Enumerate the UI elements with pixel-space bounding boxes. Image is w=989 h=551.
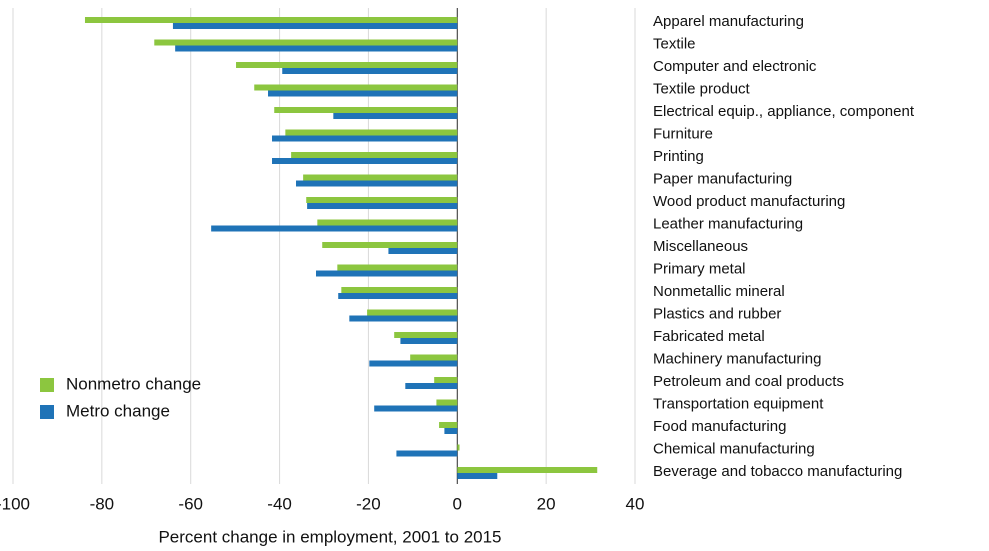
bar: [405, 383, 458, 389]
bar: [394, 332, 458, 338]
legend-swatch: [40, 405, 54, 419]
category-label: Beverage and tobacco manufacturing: [653, 463, 902, 480]
bar: [349, 315, 458, 322]
bar: [439, 422, 458, 428]
category-label: Nonmetallic mineral: [653, 283, 785, 300]
bar: [457, 467, 598, 473]
bar: [341, 287, 458, 293]
category-label: Leather manufacturing: [653, 215, 803, 232]
category-label: Printing: [653, 148, 704, 165]
legend-label: Nonmetro change: [66, 374, 201, 393]
legend-swatch: [40, 378, 54, 392]
bar: [317, 219, 458, 226]
category-label: Apparel manufacturing: [653, 13, 804, 30]
bar: [306, 197, 458, 203]
x-axis-title: Percent change in employment, 2001 to 20…: [158, 527, 501, 546]
bar: [337, 264, 458, 271]
bar: [236, 62, 458, 68]
category-label: Machinery manufacturing: [653, 350, 821, 367]
bar: [374, 405, 458, 412]
bar: [434, 377, 458, 383]
bar: [307, 203, 458, 209]
bar: [254, 84, 458, 91]
category-label: Miscellaneous: [653, 238, 748, 255]
category-label: Chemical manufacturing: [653, 440, 815, 457]
bar: [388, 248, 458, 254]
bar: [436, 399, 458, 406]
x-tick-label: 40: [626, 494, 645, 513]
bar: [211, 225, 458, 232]
category-label: Fabricated metal: [653, 328, 765, 345]
category-label: Textile: [653, 35, 696, 52]
bar: [333, 113, 458, 119]
bar: [296, 180, 458, 187]
bar: [268, 90, 458, 97]
bar: [285, 129, 458, 136]
bar: [457, 444, 460, 451]
bar: [291, 152, 458, 158]
bar: [154, 39, 458, 46]
bar: [303, 174, 458, 181]
category-label: Transportation equipment: [653, 395, 824, 412]
category-label: Plastics and rubber: [653, 305, 781, 322]
bar: [457, 473, 498, 479]
bar: [322, 242, 458, 248]
bar: [367, 309, 458, 316]
category-label: Electrical equip., appliance, component: [653, 103, 915, 120]
x-tick-label: -40: [267, 494, 292, 513]
bar: [316, 270, 458, 277]
bar: [396, 450, 458, 457]
x-tick-label: 0: [453, 494, 462, 513]
bar: [400, 338, 458, 344]
bar: [272, 135, 458, 142]
bar: [338, 293, 458, 299]
x-tick-label: -60: [178, 494, 203, 513]
bar: [369, 360, 458, 367]
x-tick-label: 20: [537, 494, 556, 513]
category-label: Furniture: [653, 125, 713, 142]
legend-label: Metro change: [66, 401, 170, 420]
category-label: Textile product: [653, 80, 751, 97]
bar: [410, 354, 458, 361]
bar: [444, 428, 458, 434]
bar: [274, 107, 458, 113]
bar: [272, 158, 458, 164]
x-tick-label: -100: [0, 494, 30, 513]
category-label: Petroleum and coal products: [653, 373, 844, 390]
bar: [175, 45, 458, 52]
bar: [282, 68, 458, 74]
x-tick-label: -80: [90, 494, 115, 513]
category-label: Food manufacturing: [653, 418, 786, 435]
category-label: Paper manufacturing: [653, 170, 792, 187]
bar: [172, 23, 458, 29]
x-tick-label: -20: [356, 494, 381, 513]
bar: [84, 17, 458, 23]
category-label: Wood product manufacturing: [653, 193, 845, 210]
category-label: Primary metal: [653, 260, 746, 277]
category-label: Computer and electronic: [653, 58, 817, 75]
